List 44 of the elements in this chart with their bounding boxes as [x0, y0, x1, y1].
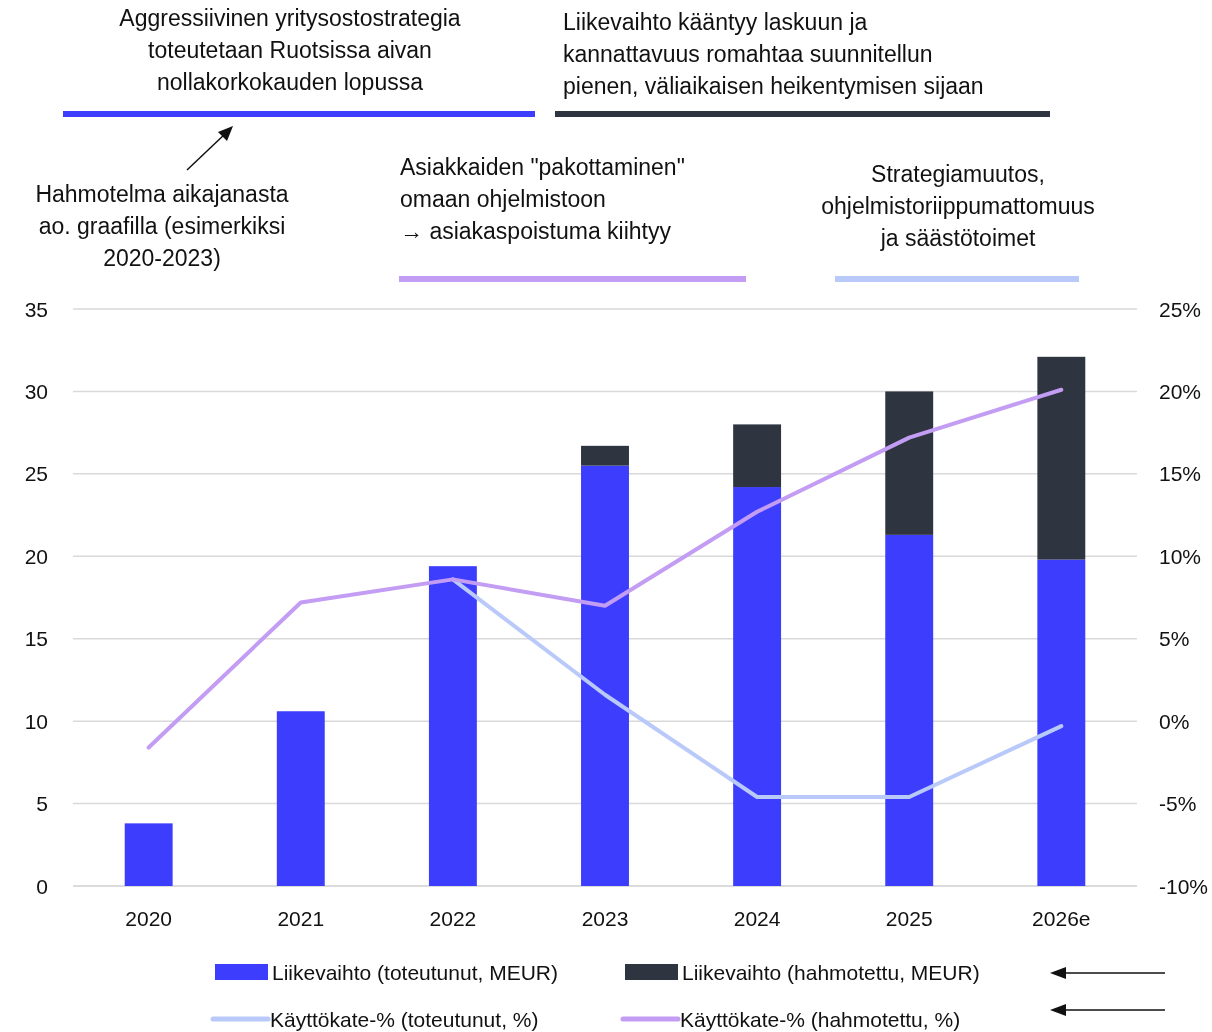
legend-label: Käyttökate-% (hahmotettu, %): [680, 1007, 961, 1031]
text: Strategiamuutos, ohjelmistoriippumattomuus ja säästötoimet: [821, 161, 1095, 251]
y2-tick-label: 5%: [1159, 627, 1190, 651]
y2-tick-label: 0%: [1159, 709, 1190, 733]
x-tick-label: 2024: [733, 906, 781, 930]
legend-label: Liikevaihto (toteutunut, MEUR): [272, 960, 558, 984]
x-tick-label: 2025: [885, 906, 933, 930]
y-tick-label: 15: [24, 627, 48, 651]
bar: [276, 711, 325, 886]
y2-tick-label: 15%: [1159, 462, 1202, 486]
x-tick-label: 2026e: [1032, 906, 1091, 930]
y2-tick-label: -5%: [1159, 792, 1197, 816]
bar: [581, 465, 629, 886]
y2-tick-label: 10%: [1159, 544, 1202, 568]
y2-tick-label: 25%: [1159, 297, 1202, 321]
line-series: [146, 387, 1064, 750]
y-tick-label: 0: [36, 874, 48, 898]
y-tick-label: 30: [24, 379, 48, 403]
legend-label: Käyttökate-% (toteutunut, %): [270, 1007, 539, 1031]
y2-tick-label: 20%: [1159, 379, 1202, 403]
bar: [1037, 356, 1086, 560]
legend-label: Liikevaihto (hahmotettu, MEUR): [682, 960, 980, 984]
x-tick-label: 2020: [125, 906, 173, 930]
y-tick-label: 10: [24, 709, 48, 733]
y-tick-label: 35: [24, 297, 48, 321]
text: Liikevaihto kääntyy laskuun ja kannattavuus romahtaa suunnitellun pienen, väliaikaisen heikentymisen sijaan: [563, 9, 984, 99]
bar: [581, 445, 629, 466]
y-tick-label: 5: [36, 792, 48, 816]
x-tick-label: 2022: [429, 906, 477, 930]
text: Hahmotelma aikajanasta ao. graafilla (esimerkiksi 2020-2023): [35, 181, 289, 271]
bar: [733, 487, 782, 886]
bar: [124, 823, 173, 886]
y-tick-label: 20: [24, 544, 48, 568]
y-tick-label: 25: [24, 462, 48, 486]
x-tick-label: 2023: [581, 906, 629, 930]
bar: [1037, 559, 1086, 886]
text: Asiakkaiden "pakottaminen" omaan ohjelmistoon → asiakaspoistuma kiihtyy: [400, 154, 685, 244]
bar: [885, 391, 934, 535]
x-tick-label: 2021: [277, 906, 325, 930]
y2-tick-label: -10%: [1159, 874, 1209, 898]
bar: [733, 424, 782, 488]
bar: [885, 534, 934, 886]
bar: [428, 566, 477, 886]
text: Aggressiivinen yritysostostrategia toteutetaan Ruotsissa aivan nollakorkokauden lopussa: [119, 5, 461, 95]
